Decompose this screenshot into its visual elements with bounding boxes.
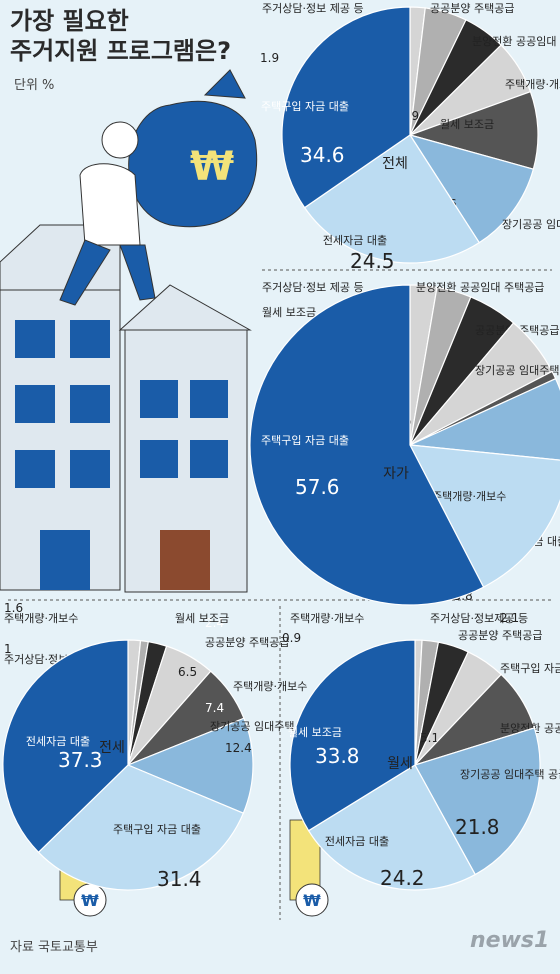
pie-value-label: 33.8 [315, 744, 360, 768]
pie-slice [408, 90, 539, 170]
pie-center-title: 월세 [387, 756, 413, 772]
pie-category-label: 주택개량·개보수 [233, 680, 307, 693]
svg-text:₩: ₩ [190, 144, 234, 190]
pie-value-label: 0.9 [282, 631, 301, 645]
pie-category-label: 월세 보조금 [288, 726, 342, 739]
pie-category-label: 월세 보조금 [262, 306, 316, 319]
pie-category-label: 주택개량·개보수 [290, 612, 364, 625]
page-title: 가장 필요한 주거지원 프로그램은? [10, 7, 231, 65]
pie-value-label: 2.4 [205, 616, 224, 630]
pie-value-label: 37.3 [58, 748, 103, 772]
pie-slice [2, 639, 129, 854]
pie-category-label: 장기공공 임대주택 공급 [475, 364, 560, 377]
svg-text:₩: ₩ [303, 891, 321, 910]
pie-value-label: 21.8 [455, 815, 500, 839]
pie-slice [249, 284, 485, 606]
pie-category-label: 주택구입 자금 대출 [113, 823, 201, 836]
pie-center-title: 전체 [382, 156, 408, 172]
pie-category-label: 주거상담·정보 제공 등 [262, 2, 364, 15]
pie-category-label: 주택구입 자금 대출 [261, 434, 349, 447]
pie-value-label: 7.4 [205, 701, 224, 715]
pie-value-label: 1 [4, 642, 12, 656]
pie-category-label: 분양전환 공공임대 주택공급 [500, 722, 560, 735]
pie-slice [408, 134, 535, 244]
pie-value-label: 24.2 [380, 866, 425, 890]
svg-text:₩: ₩ [81, 891, 99, 910]
pie-value-label: 1.6 [4, 601, 23, 615]
pie-category-label: 공공분양 주택공급 [430, 2, 514, 15]
pie-slice [289, 639, 416, 832]
pie-slice [37, 764, 245, 891]
pie-value-label: 12.4 [225, 741, 252, 755]
pie-category-label: 월세 보조금 [440, 118, 494, 131]
pie-category-label: 전세자금 대출 [323, 234, 387, 247]
pie-category-label: 분양전환 공공임대 주택공급 [416, 281, 544, 294]
pie-category-label: 주택구입 자금 대출 [500, 662, 560, 675]
pie-slice [307, 764, 477, 891]
pie-slice [408, 444, 560, 588]
pie-category-label: 전세자금 대출 [26, 735, 90, 748]
pie-value-label: 1.9 [260, 51, 279, 65]
pie-slice [407, 377, 560, 461]
pie-category-label: 공공분양 주택공급 [458, 629, 542, 642]
pie-category-label: 주택개량·개보수 [4, 612, 78, 625]
pie-slice [126, 717, 254, 814]
source-label: 자료 국토교통부 [10, 940, 98, 955]
pie-value-label: 2.1 [500, 611, 519, 625]
pie-center-title: 전세 [99, 740, 125, 756]
pie-category-label: 분양전환 공공임대 주택공급 [472, 35, 560, 48]
pie-category-label: 주택구입 자금 대출 [261, 100, 349, 113]
buildings-illustration [0, 224, 252, 593]
pie-chart-2: 2.7주거상담·정보 제공 등3.5분양전환 공공임대 주택공급5공공분양 주택… [249, 281, 560, 606]
pie-category-label: 월세 보조금 [175, 612, 229, 625]
news1-logo: news1 [470, 928, 550, 953]
pie-center-title: 자가 [383, 466, 409, 482]
pie-slice [303, 134, 481, 264]
unit-label: 단위 % [14, 78, 55, 93]
pie-slice [414, 727, 541, 876]
pie-category-label: 주택개량·개보수 [432, 490, 506, 503]
pie-value-label: 5.1 [420, 731, 439, 745]
pie-category-label: 전세자금 대출 [325, 835, 389, 848]
pie-value-label: 24.5 [350, 249, 395, 273]
pie-value-label: 31.4 [157, 867, 202, 891]
pie-category-label: 장기공공 임대주택 공급 [460, 768, 560, 781]
pie-value-label: 6.5 [178, 665, 197, 679]
pie-category-label: 주거상담·정보제공 등 [430, 612, 528, 625]
pie-value-label: 57.6 [295, 475, 340, 499]
pie-category-label: 주거상담·정보 제공 등 [262, 281, 364, 294]
pie-category-label: 주택개량·개보수 [505, 78, 560, 91]
pie-value-label: 34.6 [300, 143, 345, 167]
pie-category-label: 공공분양 주택공급 [205, 636, 289, 649]
pie-category-label: 장기공공 임대주택 공급 [210, 720, 318, 733]
pie-slice [281, 6, 411, 209]
person-with-money-bag-illustration: ₩ [59, 69, 258, 306]
pie-category-label: 장기공공 임대주택 공급 [502, 218, 560, 231]
